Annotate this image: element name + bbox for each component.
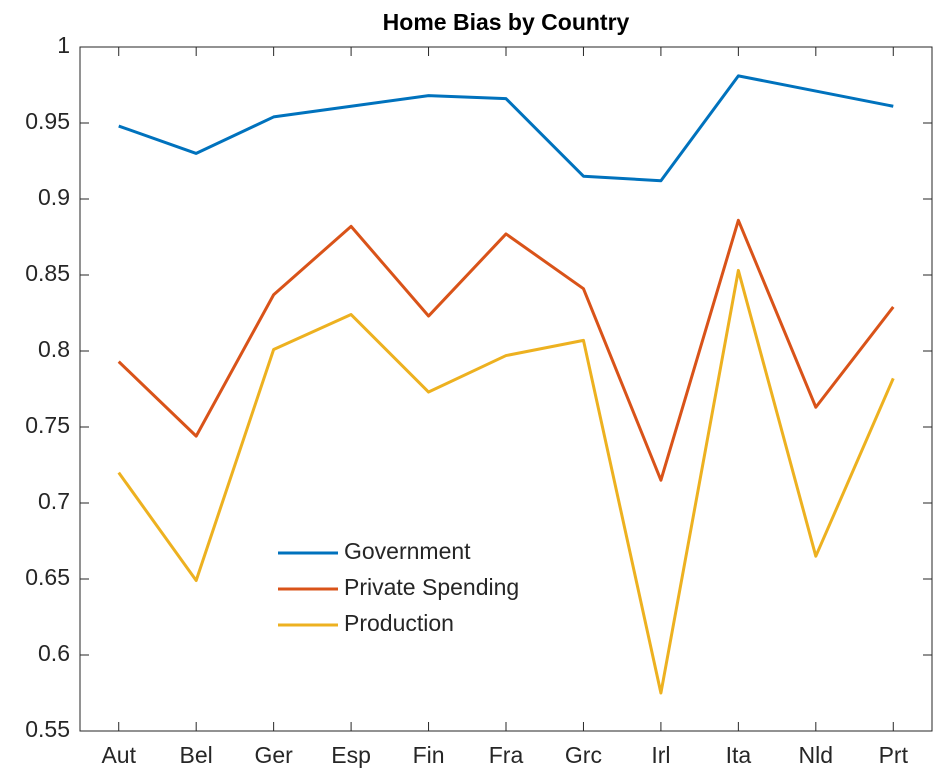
series-line [117,268,895,695]
plot-box [79,46,933,732]
legend-label: Private Spending [344,574,519,600]
x-tick-label: Aut [101,742,136,768]
x-tick-label: Fra [489,742,524,768]
y-tick-label: 0.8 [38,336,70,362]
x-tick-label: Esp [331,742,371,768]
legend-label: Production [344,610,454,636]
y-tick-label: 0.9 [38,184,70,210]
y-tick-label: 0.6 [38,640,70,666]
x-tick-label: Ger [254,742,293,768]
y-tick-label: 0.95 [25,108,70,134]
chart-title: Home Bias by Country [383,9,630,35]
y-tick-label: 0.65 [25,564,70,590]
series-line [118,74,894,183]
series-line [117,218,895,482]
y-tick-label: 0.75 [25,412,70,438]
x-tick-label: Fin [413,742,445,768]
y-tick-label: 0.85 [25,260,70,286]
legend-label: Government [344,538,471,564]
x-tick-label: Grc [565,742,602,768]
x-tick-label: Bel [180,742,213,768]
y-tick-label: 0.55 [25,716,70,742]
x-tick-label: Nld [799,742,834,768]
y-tick-label: 0.7 [38,488,70,514]
x-tick-label: Ita [726,742,752,768]
x-tick-label: Prt [879,742,909,768]
x-tick-label: Irl [651,742,670,768]
y-tick-label: 1 [57,32,70,58]
